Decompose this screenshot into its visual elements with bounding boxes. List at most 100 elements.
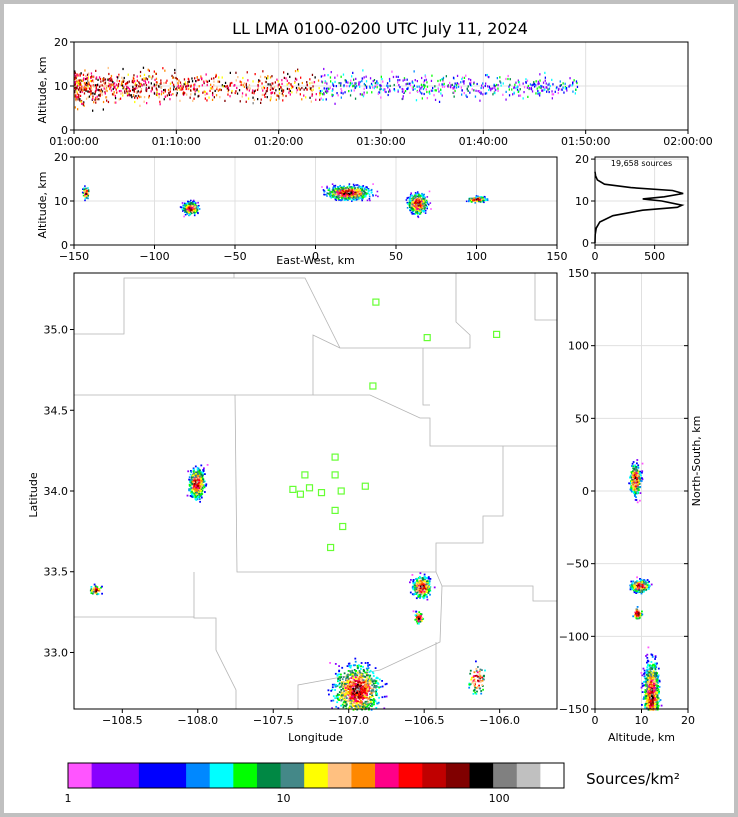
source-pixel [347, 680, 350, 682]
source-pixel [354, 693, 357, 696]
source-pixel [370, 692, 373, 695]
source-point [83, 101, 85, 104]
source-point [129, 89, 131, 93]
source-pixel [352, 695, 355, 698]
source-point [86, 81, 88, 85]
source-point [328, 87, 330, 90]
source-point [380, 87, 382, 90]
source-point [429, 92, 431, 95]
source-point [564, 82, 566, 85]
source-point [81, 90, 83, 93]
source-pixel [193, 201, 196, 204]
source-point [294, 81, 296, 84]
source-pixel [87, 187, 89, 189]
county-boundary [193, 572, 237, 709]
source-point [196, 76, 198, 79]
source-pixel [193, 483, 196, 485]
source-pixel [191, 489, 194, 491]
source-pixel [359, 701, 361, 703]
source-pixel [345, 194, 347, 196]
source-point [189, 96, 191, 99]
source-point [301, 87, 303, 90]
source-point [538, 86, 540, 89]
source-point [220, 88, 222, 92]
source-pixel [86, 192, 89, 194]
source-point [113, 85, 115, 89]
source-pixel [339, 192, 341, 194]
source-point [422, 84, 425, 87]
source-point [488, 85, 490, 88]
source-point [160, 79, 162, 82]
source-pixel [416, 195, 419, 198]
source-point [538, 82, 540, 85]
source-point [110, 86, 112, 89]
source-point [153, 92, 156, 95]
source-pixel [337, 677, 340, 680]
y-tick-label: 10 [54, 195, 68, 208]
source-pixel [206, 464, 209, 466]
source-pixel [365, 678, 368, 681]
source-point [187, 77, 189, 80]
source-point [195, 80, 197, 83]
source-point [460, 81, 462, 84]
source-point [286, 87, 289, 90]
source-point [564, 87, 566, 90]
source-point [213, 80, 215, 83]
source-pixel [329, 192, 331, 194]
source-pixel [199, 472, 202, 475]
source-point [260, 101, 262, 104]
source-pixel [480, 690, 483, 692]
source-pixel [482, 200, 484, 202]
source-pixel [345, 705, 347, 707]
source-point [426, 90, 428, 94]
source-point [525, 81, 527, 84]
source-pixel [418, 611, 421, 614]
source-point [363, 87, 365, 90]
source-point [519, 94, 522, 97]
source-pixel [426, 581, 429, 584]
source-point [210, 77, 213, 80]
source-point [469, 83, 471, 86]
source-pixel [358, 675, 361, 678]
source-pixel [356, 692, 358, 694]
source-pixel [203, 480, 206, 483]
station-marker [289, 485, 297, 493]
source-point [329, 76, 332, 79]
source-pixel [334, 689, 336, 691]
source-point [234, 91, 236, 95]
source-point [190, 89, 192, 92]
source-pixel [368, 190, 371, 192]
source-point [122, 94, 124, 97]
source-point [560, 84, 562, 87]
source-pixel [413, 582, 416, 585]
source-pixel [193, 490, 196, 493]
source-point [133, 80, 136, 83]
source-pixel [423, 589, 426, 591]
source-point [288, 91, 290, 94]
source-pixel [419, 620, 422, 623]
source-point [414, 87, 416, 90]
source-pixel [415, 590, 418, 592]
source-pixel [349, 697, 352, 700]
source-pixel [366, 681, 369, 684]
source-point [301, 98, 303, 101]
source-point [315, 93, 317, 96]
source-pixel [483, 674, 485, 677]
source-pixel [343, 696, 346, 698]
source-pixel [415, 203, 417, 206]
source-pixel [198, 486, 201, 489]
source-pixel [341, 199, 344, 201]
source-point [324, 74, 326, 77]
source-pixel [193, 208, 196, 210]
source-pixel [349, 681, 352, 684]
source-pixel [191, 207, 194, 210]
source-pixel [348, 189, 350, 191]
source-point [379, 88, 381, 91]
source-point [538, 91, 540, 95]
source-point [313, 81, 316, 84]
source-pixel [335, 193, 338, 196]
source-point [169, 87, 171, 90]
source-pixel [346, 188, 348, 191]
source-pixel [425, 199, 428, 202]
source-point [98, 94, 100, 97]
